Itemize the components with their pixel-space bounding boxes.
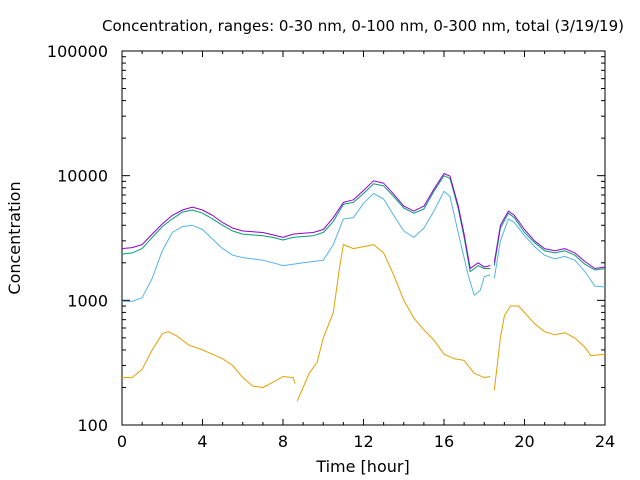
x-tick-label: 20 — [514, 432, 534, 451]
x-tick-label: 4 — [197, 432, 207, 451]
x-tick-label: 0 — [117, 432, 127, 451]
series-line-2 — [122, 190, 606, 302]
y-tick-label: 1000 — [67, 291, 108, 310]
x-axis-label: Time [hour] — [315, 457, 409, 476]
x-tick-label: 8 — [278, 432, 288, 451]
x-axis: 0 4 8 12 16 20 24 — [117, 51, 615, 451]
series-line-1 — [122, 244, 606, 402]
y-tick-label: 100 — [77, 416, 108, 435]
y-tick-label: 100000 — [47, 42, 108, 61]
y-axis: 100 1000 10000 100000 — [47, 42, 605, 435]
series-line-4 — [121, 173, 606, 269]
chart-title: Concentration, ranges: 0-30 nm, 0-100 nm… — [102, 17, 624, 35]
y-tick-label: 10000 — [57, 167, 108, 186]
series-line-3 — [121, 175, 606, 273]
x-tick-label: 12 — [353, 432, 373, 451]
series-lines — [121, 173, 606, 402]
x-tick-label: 24 — [595, 432, 615, 451]
x-tick-label: 16 — [434, 432, 454, 451]
y-axis-label: Concentration — [5, 181, 24, 294]
